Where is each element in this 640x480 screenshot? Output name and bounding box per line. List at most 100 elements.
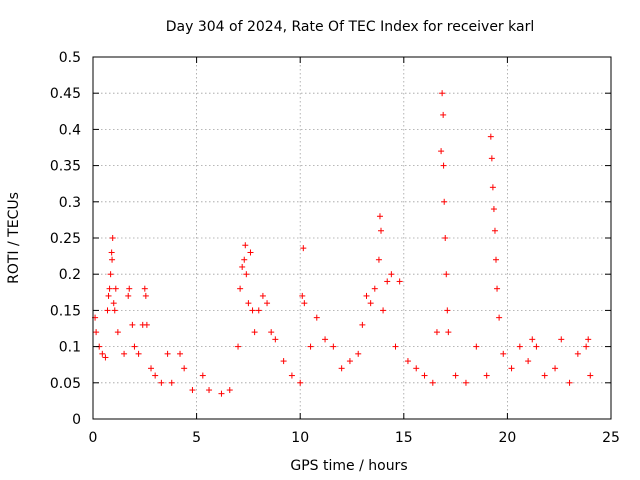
data-point	[558, 336, 565, 343]
data-point	[125, 292, 132, 299]
data-point	[152, 372, 159, 379]
data-point	[574, 350, 581, 357]
data-point	[189, 387, 196, 394]
data-point	[158, 379, 165, 386]
data-point	[249, 307, 256, 314]
data-point	[376, 213, 383, 220]
x-tick-label: 0	[89, 430, 98, 446]
data-point	[322, 336, 329, 343]
data-point	[126, 285, 133, 292]
data-point	[439, 90, 446, 97]
y-tick-label: 0.15	[50, 303, 81, 319]
y-tick-label: 0.4	[59, 122, 81, 138]
data-point	[300, 245, 307, 252]
y-tick-label: 0.2	[59, 267, 81, 283]
data-point	[489, 184, 496, 191]
data-point	[396, 278, 403, 285]
data-point	[235, 343, 242, 350]
data-point	[141, 285, 148, 292]
data-point	[473, 343, 480, 350]
data-point	[429, 379, 436, 386]
chart-title: Day 304 of 2024, Rate Of TEC Index for r…	[166, 19, 534, 35]
axis-ticks: 0 5 10 15 20 25 0 0.05 0.1 0.15 0.2 0.25 0.3 0.35 0.4 0…	[50, 50, 620, 446]
data-point	[226, 387, 233, 394]
y-axis-title: ROTI / TECUs	[6, 192, 22, 284]
data-point	[268, 329, 275, 336]
y-tick-label: 0	[72, 412, 81, 428]
data-point	[110, 300, 117, 307]
data-point	[566, 379, 573, 386]
data-point	[363, 292, 370, 299]
x-tick-label: 5	[192, 430, 201, 446]
data-point	[307, 343, 314, 350]
data-point	[490, 206, 497, 213]
data-point	[462, 379, 469, 386]
data-point	[280, 358, 287, 365]
data-point	[404, 358, 411, 365]
data-point	[243, 271, 250, 278]
data-point	[493, 256, 500, 263]
data-point	[259, 292, 266, 299]
data-point	[107, 271, 114, 278]
data-point	[148, 365, 155, 372]
data-point	[99, 350, 106, 357]
data-point	[264, 300, 271, 307]
grid-lines	[93, 57, 611, 419]
data-point	[338, 365, 345, 372]
data-point	[525, 358, 532, 365]
data-point	[288, 372, 295, 379]
x-tick-label: 25	[602, 430, 620, 446]
y-tick-label: 0.1	[59, 340, 81, 356]
data-point	[487, 133, 494, 140]
data-point	[388, 271, 395, 278]
data-point	[121, 350, 128, 357]
data-point	[114, 329, 121, 336]
data-point	[438, 148, 445, 155]
data-point	[440, 162, 447, 169]
data-point	[442, 235, 449, 241]
data-points	[92, 90, 594, 397]
data-point	[533, 343, 540, 350]
data-point	[313, 314, 320, 321]
data-point	[93, 329, 100, 336]
data-point	[384, 278, 391, 285]
data-point	[421, 372, 428, 379]
data-point	[242, 242, 249, 249]
data-point	[445, 329, 452, 336]
data-point	[552, 365, 559, 372]
data-point	[452, 372, 459, 379]
data-point	[433, 329, 440, 336]
data-point	[355, 350, 362, 357]
data-point	[109, 256, 116, 263]
data-point	[491, 227, 498, 234]
y-tick-label: 0.5	[59, 50, 81, 66]
data-point	[441, 198, 448, 205]
data-point	[255, 307, 262, 314]
data-point	[297, 379, 304, 386]
data-point	[135, 350, 142, 357]
y-tick-label: 0.45	[50, 86, 81, 102]
data-point	[371, 285, 378, 292]
data-point	[330, 343, 337, 350]
data-point	[375, 256, 382, 263]
data-point	[106, 285, 113, 292]
data-point	[500, 350, 507, 357]
data-point	[104, 307, 111, 314]
data-point	[237, 285, 244, 292]
data-point	[239, 263, 246, 270]
data-point	[111, 307, 118, 314]
data-point	[488, 155, 495, 162]
data-point	[206, 387, 213, 394]
data-point	[440, 111, 447, 118]
data-point	[443, 271, 450, 278]
x-tick-label: 15	[395, 430, 413, 446]
y-tick-label: 0.3	[59, 195, 81, 211]
data-point	[105, 292, 112, 299]
x-axis-title: GPS time / hours	[290, 458, 407, 474]
data-point	[444, 307, 451, 314]
data-point	[587, 372, 594, 379]
data-point	[541, 372, 548, 379]
data-point	[247, 249, 254, 256]
data-point	[585, 336, 592, 343]
